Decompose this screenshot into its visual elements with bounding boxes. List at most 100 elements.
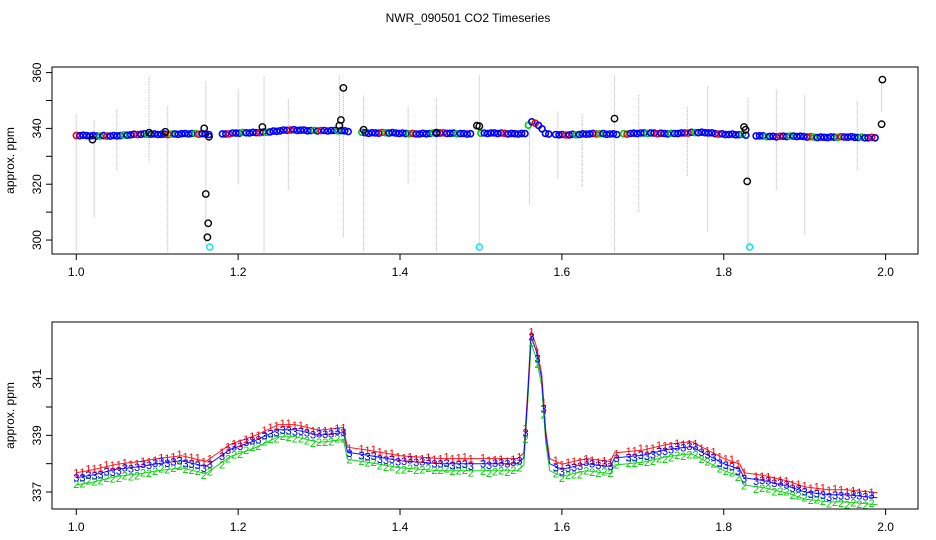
series-1-marker: 1 <box>128 459 134 471</box>
series-1-marker: 1 <box>777 475 783 487</box>
series-1-marker: 1 <box>814 482 820 494</box>
series-1-marker: 1 <box>359 443 365 455</box>
series-3-marker: 3 <box>650 449 656 461</box>
baseline-point <box>731 131 740 139</box>
baseline-point <box>861 134 869 142</box>
series-3-marker: 3 <box>98 470 104 482</box>
series-2-marker: 2 <box>802 493 808 505</box>
series-3-marker: 3 <box>686 441 692 453</box>
series-1-marker: 1 <box>632 446 638 458</box>
series-1-marker: 1 <box>146 457 152 469</box>
series-2-marker: 2 <box>377 460 383 472</box>
series-2-marker: 2 <box>243 445 249 457</box>
baseline-point <box>510 129 519 138</box>
series-1-marker: 1 <box>796 479 802 491</box>
baseline-point <box>752 132 760 140</box>
series-1-marker: 1 <box>498 454 504 466</box>
baseline-point <box>769 132 777 141</box>
series-1-marker: 1 <box>261 425 267 437</box>
series-3-marker: 3 <box>480 459 486 471</box>
series-3-marker: 3 <box>565 463 571 475</box>
baseline-point <box>776 132 784 141</box>
series-3-marker: 3 <box>286 426 292 438</box>
series-2-marker: 2 <box>638 456 644 468</box>
baseline-point <box>446 129 455 138</box>
baseline-point <box>565 131 574 139</box>
series-3-marker: 3 <box>607 461 613 473</box>
series-2-marker: 2 <box>717 464 723 476</box>
x-tick-label: 1.6 <box>554 520 571 534</box>
series-2-marker: 2 <box>116 473 122 485</box>
series-2-marker: 2 <box>686 449 692 461</box>
series-1-marker: 1 <box>656 440 662 452</box>
baseline-point <box>222 130 230 138</box>
series-1-marker: 1 <box>723 453 729 465</box>
series-3-marker: 3 <box>85 470 91 482</box>
baseline-point <box>344 127 353 136</box>
bottom-plot-frame <box>51 321 919 510</box>
series-1-marker: 1 <box>274 421 280 433</box>
series-3-marker: 3 <box>814 488 820 500</box>
series-3-marker: 3 <box>638 450 644 462</box>
series-3-marker: 3 <box>359 450 365 462</box>
series-1-marker: 1 <box>577 457 583 469</box>
baseline-point <box>133 130 142 139</box>
series-1-marker: 1 <box>783 476 789 488</box>
baseline-point <box>558 130 567 139</box>
series-3-marker: 3 <box>644 451 650 463</box>
series-3-marker: 3 <box>826 492 832 504</box>
series-2-marker: 2 <box>158 463 164 475</box>
outlier-point <box>88 135 97 144</box>
series-3-marker: 3 <box>462 459 468 471</box>
series-1-marker: 1 <box>705 445 711 457</box>
baseline-point <box>330 126 339 135</box>
series-1-marker: 1 <box>680 439 686 451</box>
baseline-point <box>89 131 98 140</box>
series-3-marker: 3 <box>340 427 346 439</box>
baseline-point <box>218 130 227 138</box>
series-1-marker: 1 <box>316 426 322 438</box>
baseline-point <box>684 129 692 137</box>
baseline-point <box>276 127 285 135</box>
baseline-point <box>793 132 801 141</box>
baseline-point <box>429 129 438 137</box>
series-2-marker: 2 <box>225 453 231 465</box>
series-3-marker: 3 <box>796 484 802 496</box>
series-1-marker: 1 <box>698 443 704 455</box>
series-1-marker: 1 <box>522 423 528 435</box>
series-3-marker: 3 <box>73 473 79 485</box>
series-2-marker: 2 <box>711 458 717 470</box>
series-3-marker: 3 <box>868 490 874 502</box>
baseline-point <box>514 130 523 138</box>
series-1-marker: 1 <box>753 471 759 483</box>
baseline-point <box>317 126 325 135</box>
baseline-point <box>646 129 655 137</box>
series-2-marker: 2 <box>401 465 407 477</box>
baseline-point <box>490 129 499 137</box>
baseline-point <box>391 129 400 137</box>
series-1-marker: 1 <box>771 475 777 487</box>
outlier-point <box>877 120 886 129</box>
series-2-marker: 2 <box>346 454 352 466</box>
series-2-marker: 2 <box>261 437 267 449</box>
baseline-point <box>497 129 506 137</box>
baseline-point <box>167 130 176 138</box>
baseline-point <box>653 129 662 138</box>
baseline-point <box>823 133 832 142</box>
outlier-point <box>432 128 441 137</box>
baseline-point <box>453 130 461 138</box>
series-3-marker: 3 <box>280 425 286 437</box>
series-3-marker: 3 <box>316 429 322 441</box>
series-2-marker: 2 <box>189 465 195 477</box>
series-2-marker: 2 <box>274 433 280 445</box>
figure-title: NWR_090501 CO2 Timeseries <box>386 11 551 25</box>
series-1-marker: 1 <box>759 471 765 483</box>
baseline-point <box>827 133 835 141</box>
series-3-marker: 3 <box>407 455 413 467</box>
baseline-point <box>412 130 421 138</box>
series-3-marker: 3 <box>195 460 201 472</box>
series-1-marker: 1 <box>528 326 534 338</box>
series-2-marker: 2 <box>613 460 619 472</box>
series-2-marker: 2 <box>553 468 559 480</box>
series-2-marker: 2 <box>334 434 340 446</box>
